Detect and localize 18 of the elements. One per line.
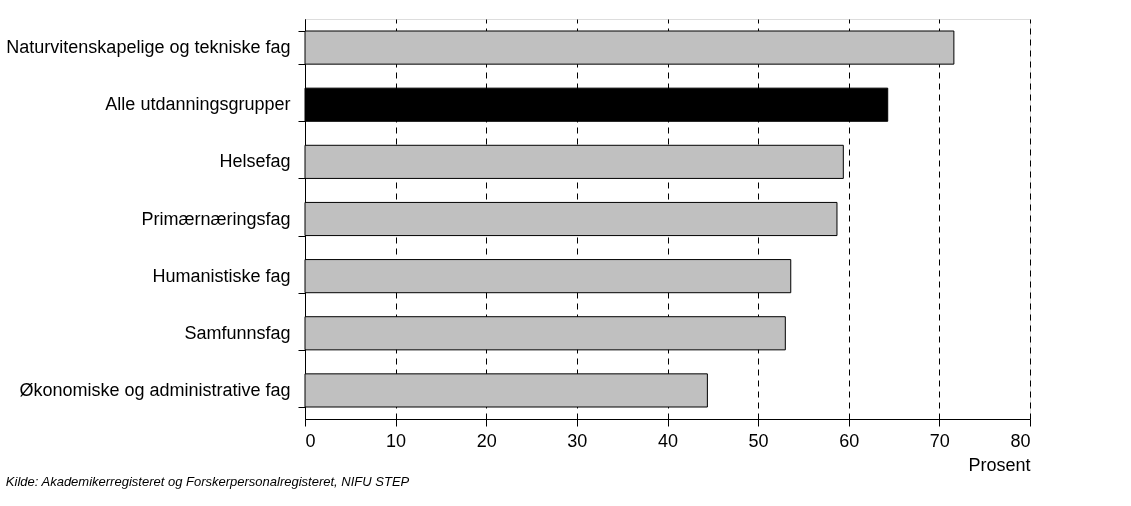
y-tick-label: Helsefag	[219, 151, 291, 172]
y-tick-label: Alle utdanningsgrupper	[105, 94, 291, 115]
y-tick-label: Humanistiske fag	[152, 265, 291, 286]
x-tick-label: 40	[657, 430, 679, 451]
x-tick-label: 80	[1010, 430, 1031, 451]
y-tick-label: Samfunnsfag	[184, 322, 291, 343]
x-tick-label: 30	[567, 430, 588, 451]
x-tick-label: 0	[305, 430, 316, 451]
y-tick-label: Primærnæringsfag	[141, 208, 291, 229]
x-tick-label: 20	[476, 430, 497, 451]
y-tick-label: Naturvitenskapelige og tekniske fag	[6, 37, 291, 58]
x-tick-label: 10	[386, 430, 407, 451]
x-tick-label: 60	[839, 430, 860, 451]
x-tick-label: 70	[929, 430, 950, 451]
text: Kilde: Akademikerregisteret og Forskerpersonalregisteret, NIFU STEP	[5, 474, 410, 489]
y-tick-label: Økonomiske og administrative fag	[19, 379, 291, 400]
x-axis-title: Prosent	[968, 454, 1031, 475]
x-tick-label: 50	[748, 430, 769, 451]
